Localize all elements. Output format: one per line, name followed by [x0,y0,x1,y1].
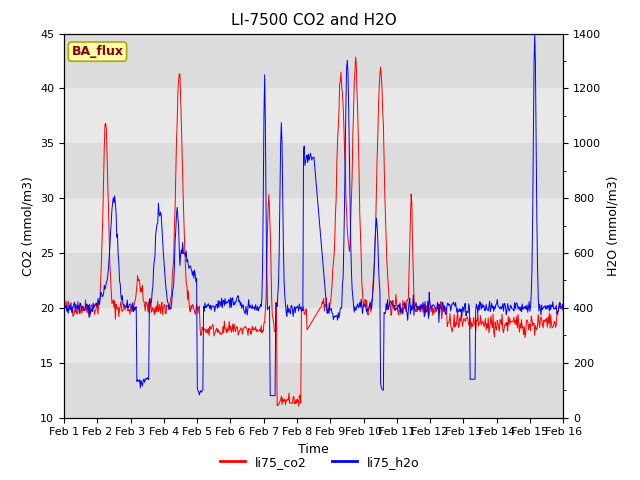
Bar [64,363,563,418]
Text: BA_flux: BA_flux [72,45,124,58]
Legend: li75_co2, li75_h2o: li75_co2, li75_h2o [215,451,425,474]
Bar [64,253,563,308]
Bar [64,34,563,88]
X-axis label: Time: Time [298,443,329,456]
Bar [64,198,563,253]
Bar [64,144,563,198]
Bar [64,308,563,363]
Title: LI-7500 CO2 and H2O: LI-7500 CO2 and H2O [231,13,396,28]
Y-axis label: H2O (mmol/m3): H2O (mmol/m3) [607,175,620,276]
Y-axis label: CO2 (mmol/m3): CO2 (mmol/m3) [22,176,35,276]
Bar [64,88,563,144]
